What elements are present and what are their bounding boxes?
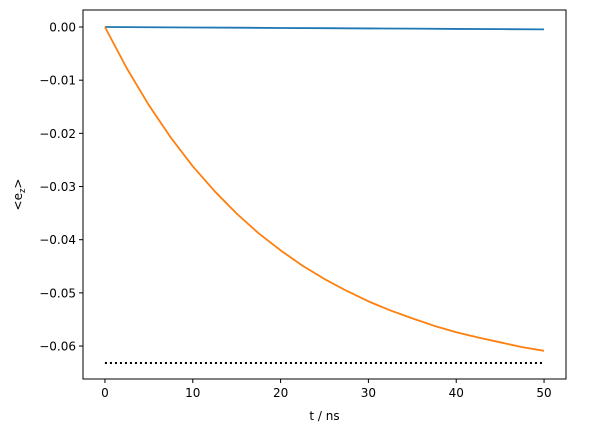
x-tick-label: 0 — [101, 386, 109, 400]
plot-frame — [82, 9, 567, 380]
y-tick-label: −0.06 — [39, 340, 76, 354]
x-tick-label: 10 — [185, 386, 200, 400]
x-axis: 0 10 20 30 40 50 — [101, 379, 552, 400]
x-tick-label: 50 — [536, 386, 551, 400]
plot-area — [83, 10, 566, 379]
x-tick-label: 40 — [449, 386, 464, 400]
x-tick-label: 20 — [273, 386, 288, 400]
x-tick-label: 30 — [361, 386, 376, 400]
y-tick-label: −0.05 — [39, 286, 76, 300]
series-line-1 — [104, 26, 545, 31]
y-tick-label: 0.00 — [49, 21, 76, 35]
x-axis-label: t / ns — [309, 409, 339, 423]
series-line-2 — [104, 26, 545, 352]
y-tick-label: −0.01 — [39, 74, 76, 88]
y-tick-label: −0.02 — [39, 127, 76, 141]
y-tick-label: −0.04 — [39, 233, 76, 247]
y-axis: 0.00 −0.01 −0.02 −0.03 −0.04 −0.05 −0.06 — [39, 21, 83, 354]
y-tick-label: −0.03 — [39, 180, 76, 194]
series-layer — [104, 26, 545, 365]
y-axis-label: <ez> — [11, 179, 28, 211]
